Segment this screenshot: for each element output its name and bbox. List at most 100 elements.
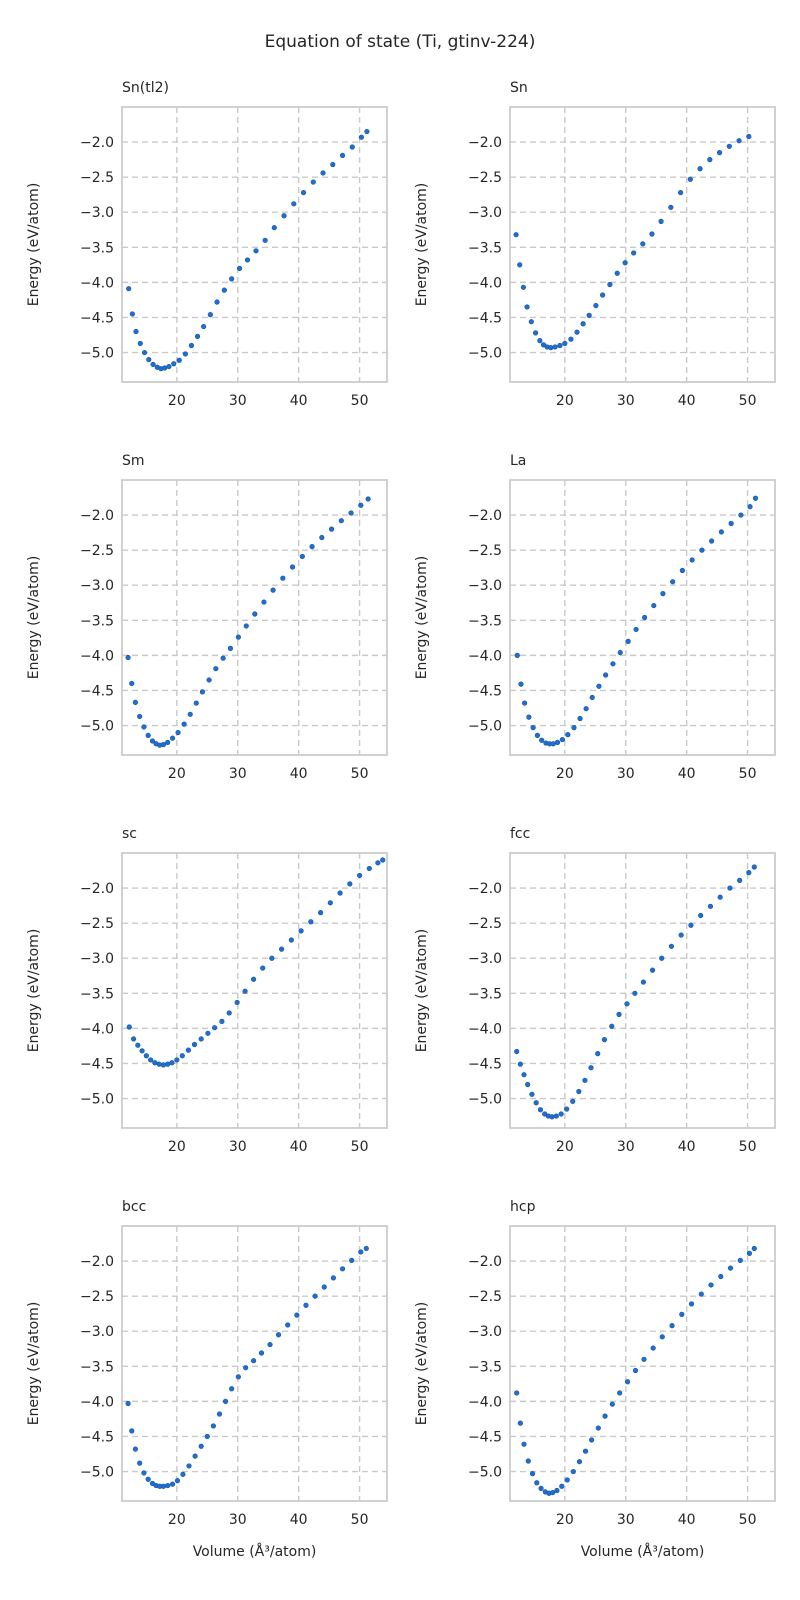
x-tick-label: 40 [678, 1139, 696, 1155]
data-point [649, 967, 656, 973]
data-point [595, 1425, 601, 1431]
data-point [688, 1301, 695, 1307]
data-point [708, 1282, 714, 1288]
data-point [181, 721, 187, 727]
data-point [328, 526, 335, 532]
data-point [174, 1478, 181, 1484]
data-point [165, 739, 171, 745]
data-point [521, 1072, 527, 1078]
panel-title: hcp [510, 1199, 536, 1215]
data-point [298, 928, 304, 934]
y-tick-label: −4.5 [80, 1056, 114, 1072]
data-point [193, 700, 199, 706]
data-point [356, 872, 363, 879]
data-point [649, 231, 655, 237]
x-tick-label: 50 [739, 766, 757, 782]
y-axis-label: Energy (eV/atom) [26, 556, 42, 680]
data-point [129, 1428, 135, 1434]
data-point [751, 864, 757, 870]
data-point [641, 1356, 647, 1362]
data-point [194, 333, 201, 340]
data-point [668, 204, 674, 210]
data-point [553, 1113, 559, 1119]
y-tick-label: −4.5 [468, 1056, 502, 1072]
y-tick-label: −4.0 [468, 1021, 502, 1037]
data-point [235, 1374, 241, 1380]
data-point [126, 286, 132, 292]
data-point [321, 1284, 327, 1290]
panel-title: La [510, 453, 526, 469]
data-point [380, 857, 386, 863]
data-point [364, 128, 370, 135]
y-tick-label: −3.0 [468, 1324, 502, 1340]
data-point [285, 1322, 291, 1328]
data-point [130, 1036, 137, 1042]
data-point [562, 340, 568, 347]
data-point [250, 976, 257, 982]
data-point [746, 133, 752, 140]
y-tick-label: −3.0 [80, 205, 114, 221]
data-point [222, 1398, 229, 1404]
data-point [160, 1062, 167, 1068]
data-point [577, 715, 583, 722]
y-tick-label: −3.0 [80, 578, 114, 594]
panel: 20 30 40 50 −2.0 −2.5 −3.0 −3.5 −4.0 −4.5 −5.0 Sn(t… [26, 80, 388, 409]
data-point [610, 661, 616, 667]
panel-frame [121, 852, 388, 1129]
y-tick-label: −4.5 [468, 683, 502, 699]
data-point [571, 725, 577, 731]
data-point [537, 338, 543, 344]
panel-frame [121, 106, 388, 383]
data-point [565, 732, 571, 738]
data-point [221, 287, 227, 293]
data-point [617, 649, 623, 656]
data-point [229, 276, 235, 282]
x-tick-label: 40 [290, 1139, 308, 1155]
data-point [631, 250, 637, 256]
data-point [198, 1036, 204, 1042]
data-point [146, 356, 152, 363]
data-point [589, 1437, 595, 1443]
data-point [236, 265, 243, 271]
data-point [593, 302, 599, 309]
data-point [271, 225, 277, 231]
data-point [588, 1065, 594, 1071]
data-point [125, 1400, 131, 1407]
data-point [614, 270, 620, 276]
data-point [339, 1266, 346, 1272]
y-tick-label: −4.0 [80, 1394, 114, 1410]
x-tick-label: 40 [678, 766, 696, 782]
y-tick-label: −2.5 [468, 1289, 502, 1305]
y-tick-label: −2.5 [80, 543, 114, 559]
data-point [697, 166, 703, 172]
data-point [726, 143, 732, 149]
data-point [751, 1245, 757, 1252]
data-point [736, 138, 742, 144]
data-point [599, 292, 606, 298]
data-point [226, 1010, 232, 1016]
y-tick-label: −3.5 [468, 613, 502, 629]
data-point [642, 614, 648, 621]
data-point [149, 738, 156, 744]
data-point [166, 363, 172, 370]
panel: 20 30 40 50 −2.0 −2.5 −3.0 −3.5 −4.0 −4.5 −5.0 fcc E… [414, 826, 776, 1155]
y-tick-label: −3.5 [80, 613, 114, 629]
data-point [513, 232, 519, 238]
data-point [125, 654, 131, 661]
y-tick-label: −3.5 [468, 1359, 502, 1375]
data-point [529, 1091, 535, 1097]
y-tick-label: −2.0 [468, 508, 502, 524]
data-point [244, 257, 251, 263]
data-point [528, 319, 534, 325]
data-point [169, 1481, 176, 1487]
data-point [738, 512, 744, 518]
figure-title: Equation of state (Ti, gtinv-224) [265, 32, 536, 52]
data-point [601, 1037, 608, 1043]
panel: 20 30 40 50 −2.0 −2.5 −3.0 −3.5 −4.0 −4.5 −5.0 Sn En… [414, 80, 776, 409]
data-point [186, 1463, 192, 1469]
x-tick-label: 40 [678, 393, 696, 409]
data-point [235, 634, 241, 640]
data-point [133, 328, 139, 335]
y-tick-label: −5.0 [468, 719, 502, 735]
data-point [582, 1448, 589, 1454]
